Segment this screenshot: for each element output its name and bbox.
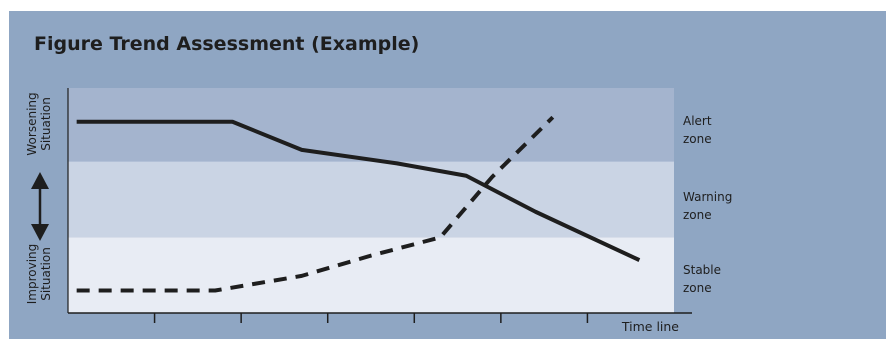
y-top-label: Worsening Situation [25, 92, 53, 155]
arrow-down-icon [31, 224, 49, 241]
zone-label-alert-line1: Alert [683, 114, 712, 128]
x-axis-ticks [153, 313, 589, 323]
zone-label-warning-line1: Warning [683, 190, 732, 204]
x-axis-label: Time line [621, 319, 679, 334]
figure-panel: Figure Trend Assessment (Example) Time l… [9, 11, 886, 339]
y-bottom-label-line1: Improving [25, 244, 39, 305]
zone-bands [68, 88, 674, 313]
zone-label-stable: Stable zone [683, 263, 721, 295]
zone-label-alert: Alert zone [683, 114, 712, 146]
y-top-label-line2: Situation [39, 97, 53, 151]
zone-band-stable [68, 237, 674, 313]
chart-title: Figure Trend Assessment (Example) [34, 33, 420, 55]
series-lines [76, 115, 641, 293]
arrow-up-icon [31, 172, 49, 189]
y-top-label-line1: Worsening [25, 92, 39, 155]
zone-label-alert-line2: zone [683, 132, 712, 146]
y-direction-arrow [31, 172, 49, 241]
zone-label-stable-line1: Stable [683, 263, 721, 277]
zone-band-alert [68, 88, 674, 162]
dashed-trend-line [76, 115, 555, 293]
zone-band-warning [68, 161, 674, 238]
zone-label-stable-line2: zone [683, 281, 712, 295]
solid-trend-line [76, 119, 641, 262]
y-bottom-label: Improving Situation [25, 244, 53, 305]
trend-chart: Time line Worsening Situation Improving … [25, 88, 732, 334]
y-bottom-label-line2: Situation [39, 247, 53, 301]
zone-label-warning: Warning zone [683, 190, 732, 222]
zone-label-warning-line2: zone [683, 208, 712, 222]
